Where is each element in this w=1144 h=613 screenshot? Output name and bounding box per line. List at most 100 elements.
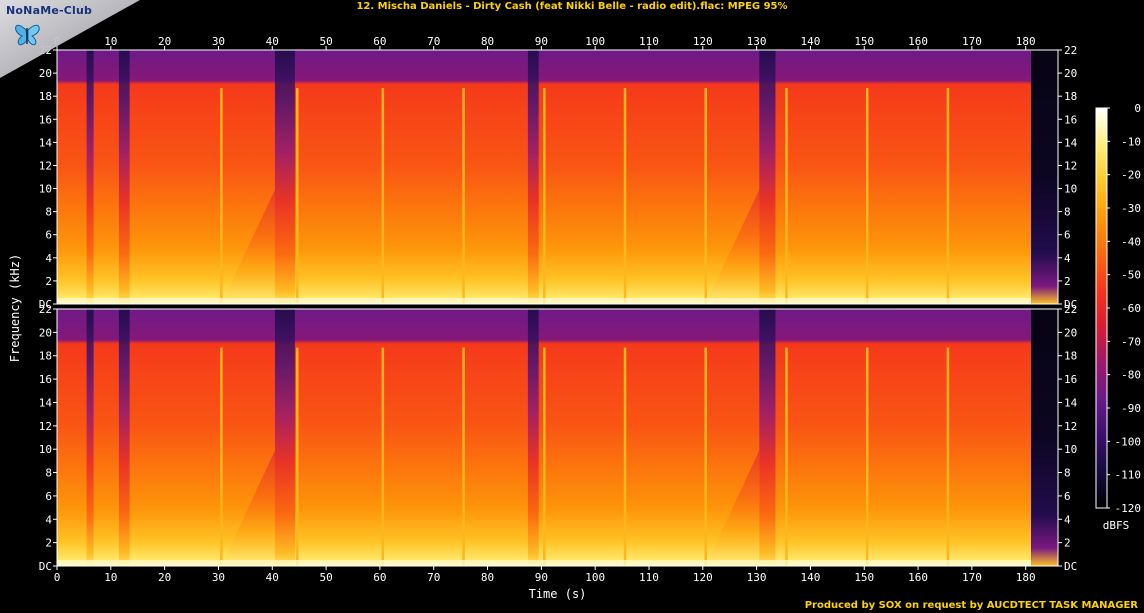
y-tick-label: 12 xyxy=(1064,159,1077,172)
quiet-segment xyxy=(527,309,539,566)
y-tick-label: 14 xyxy=(1064,136,1078,149)
x-tick-label: 180 xyxy=(1016,35,1036,48)
quiet-segment xyxy=(86,50,94,304)
transient-line xyxy=(946,88,950,304)
x-tick-label: 0 xyxy=(54,571,61,584)
y-tick-label: 16 xyxy=(39,113,52,126)
y-tick-label: 18 xyxy=(1064,350,1077,363)
y-tick-label: DC xyxy=(39,298,52,311)
build-up-region xyxy=(221,189,275,304)
x-tick-label: 60 xyxy=(373,571,386,584)
y-tick-label: 22 xyxy=(39,303,52,316)
transient-line xyxy=(296,88,299,304)
y-tick-label: 4 xyxy=(45,513,52,526)
transient-line xyxy=(296,347,299,566)
x-tick-label: 70 xyxy=(427,35,440,48)
y-tick-label: 6 xyxy=(45,229,52,242)
x-tick-label: 110 xyxy=(639,35,659,48)
colorbar-tick-label: 0 xyxy=(1134,102,1141,115)
colorbar-label: dBFS xyxy=(1103,519,1130,532)
quiet-segment xyxy=(86,309,94,566)
y-tick-label: 22 xyxy=(1064,44,1077,57)
x-tick-label: 170 xyxy=(962,35,982,48)
y-tick-label: 8 xyxy=(1064,206,1071,219)
y-tick-label: 18 xyxy=(39,90,52,103)
build-up-region xyxy=(705,189,760,304)
colorbar xyxy=(1095,107,1108,509)
x-tick-label: 70 xyxy=(427,571,440,584)
x-tick-label: 40 xyxy=(266,35,279,48)
quiet-segment xyxy=(527,50,539,304)
y-tick-label: DC xyxy=(1064,560,1077,573)
transient-line xyxy=(704,88,707,304)
colorbar-tick-label: -70 xyxy=(1121,335,1141,348)
quiet-segment xyxy=(118,50,130,304)
y-tick-label: 18 xyxy=(1064,90,1077,103)
x-tick-label: 100 xyxy=(585,35,605,48)
x-tick-label: 90 xyxy=(535,571,548,584)
x-tick-label: 140 xyxy=(801,35,821,48)
chart-title: 12. Mischa Daniels - Dirty Cash (feat Ni… xyxy=(356,1,788,12)
x-tick-label: 130 xyxy=(747,571,767,584)
x-tick-label: 60 xyxy=(373,35,386,48)
colorbar-tick-label: -80 xyxy=(1121,369,1141,382)
x-tick-label: 20 xyxy=(158,571,171,584)
y-tick-label: 22 xyxy=(1064,303,1077,316)
y-tick-label: 14 xyxy=(39,136,53,149)
y-tick-label: 16 xyxy=(39,373,52,386)
x-tick-label: 80 xyxy=(481,571,494,584)
y-tick-label: 20 xyxy=(39,326,52,339)
x-tick-label: 150 xyxy=(854,35,874,48)
panel-frame xyxy=(56,308,1059,567)
colorbar-tick-label: -110 xyxy=(1115,469,1142,482)
y-tick-label: 12 xyxy=(1064,420,1077,433)
x-tick-label: 130 xyxy=(747,35,767,48)
build-up-region xyxy=(221,450,275,566)
y-tick-label: 6 xyxy=(1064,490,1071,503)
y-tick-label: 14 xyxy=(1064,396,1078,409)
x-tick-label: 120 xyxy=(693,571,713,584)
y-tick-label: DC xyxy=(1064,298,1077,311)
transient-line xyxy=(462,347,465,566)
colorbar-tick-label: -50 xyxy=(1121,269,1141,282)
transient-line xyxy=(946,347,950,566)
y-tick-label: 14 xyxy=(39,396,53,409)
x-tick-label: 50 xyxy=(319,571,332,584)
transient-line xyxy=(865,347,869,566)
x-tick-label: 90 xyxy=(535,35,548,48)
x-tick-label: 110 xyxy=(639,571,659,584)
y-tick-label: 4 xyxy=(1064,252,1071,265)
x-tick-label: 170 xyxy=(962,571,982,584)
y-tick-label: 8 xyxy=(1064,467,1071,480)
butterfly-icon xyxy=(15,24,40,46)
quiet-segment xyxy=(1031,50,1058,304)
colorbar-tick-label: -20 xyxy=(1121,169,1141,182)
colorbar-tick-label: -40 xyxy=(1121,235,1141,248)
x-tick-label: 10 xyxy=(104,571,117,584)
x-tick-label: 120 xyxy=(693,35,713,48)
footer-credit: Produced by SOX on request by AUCDTECT T… xyxy=(804,600,1138,611)
y-tick-label: 2 xyxy=(45,275,52,288)
y-tick-label: 6 xyxy=(1064,229,1071,242)
transient-line xyxy=(543,347,546,566)
x-tick-label: 40 xyxy=(266,571,279,584)
x-tick-label: 180 xyxy=(1016,571,1036,584)
bass-band xyxy=(57,298,1032,304)
y-tick-label: 18 xyxy=(39,350,52,363)
transient-line xyxy=(623,88,627,304)
x-tick-label: 150 xyxy=(854,571,874,584)
transient-line xyxy=(381,347,385,566)
y-axis-label: Frequency (kHz) xyxy=(8,254,22,362)
y-tick-label: 10 xyxy=(39,443,52,456)
transient-line xyxy=(623,347,627,566)
transient-line xyxy=(543,88,546,304)
transient-line xyxy=(381,88,385,304)
transient-line xyxy=(704,347,707,566)
transient-line xyxy=(865,88,869,304)
y-tick-label: 10 xyxy=(1064,183,1077,196)
quiet-segment xyxy=(118,309,130,566)
logo-banner xyxy=(0,0,140,78)
y-tick-label: 2 xyxy=(45,537,52,550)
